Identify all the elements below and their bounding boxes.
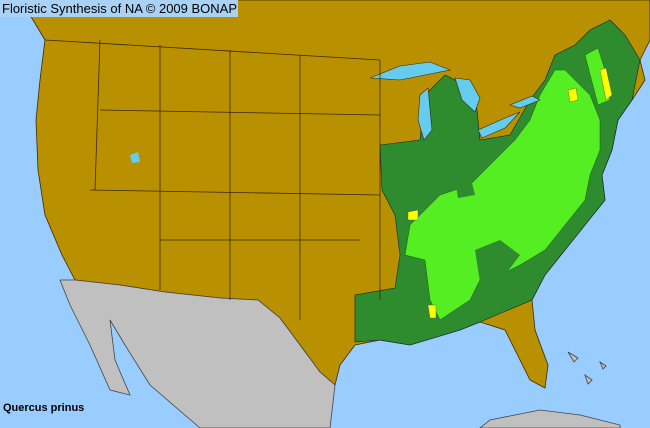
map-title: Floristic Synthesis of NA © 2009 BONAP: [0, 0, 238, 17]
bahamas: [567, 351, 607, 385]
native-counties-region: [404, 69, 601, 321]
mexico: [59, 279, 336, 428]
native-state-patch: [455, 175, 520, 282]
state-borders: [44, 39, 381, 320]
great-salt-lake: [130, 152, 140, 163]
rare-counties: [407, 67, 613, 319]
species-name: Quercus prinus: [3, 402, 85, 414]
cuba: [479, 409, 621, 428]
great-lakes: [369, 61, 541, 141]
